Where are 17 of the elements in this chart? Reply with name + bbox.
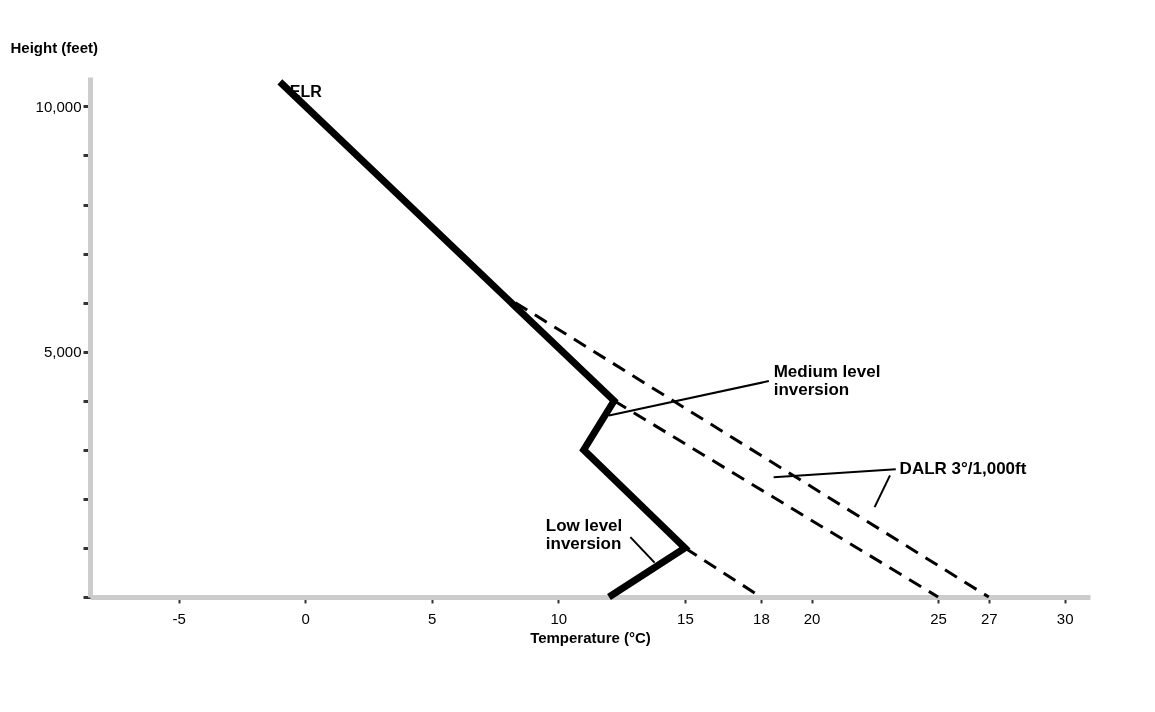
y-tick-label: 10,000 (35, 97, 82, 115)
x-tick-label: 25 (930, 609, 947, 627)
x-tick-label: 0 (301, 609, 310, 627)
y-tick-label: 5,000 (43, 343, 82, 361)
x-tick-label: 15 (677, 609, 694, 627)
x-tick-label: 5 (428, 609, 437, 627)
x-tick-label: 10 (550, 609, 568, 627)
x-tick-label: 27 (980, 609, 998, 627)
x-tick-label: -5 (172, 609, 186, 627)
x-tick-label: 20 (803, 609, 821, 627)
annotation: DALR 3°/1,000ft (899, 459, 1027, 479)
x-tick-label: 30 (1056, 609, 1074, 627)
annotation: Medium level inversion (773, 362, 881, 400)
x-tick-label: 18 (753, 609, 770, 627)
annotation: Low level inversion (545, 516, 623, 554)
x-axis-title: Temperature (°C) (530, 628, 651, 646)
y-axis-title: Height (feet) (10, 38, 98, 56)
